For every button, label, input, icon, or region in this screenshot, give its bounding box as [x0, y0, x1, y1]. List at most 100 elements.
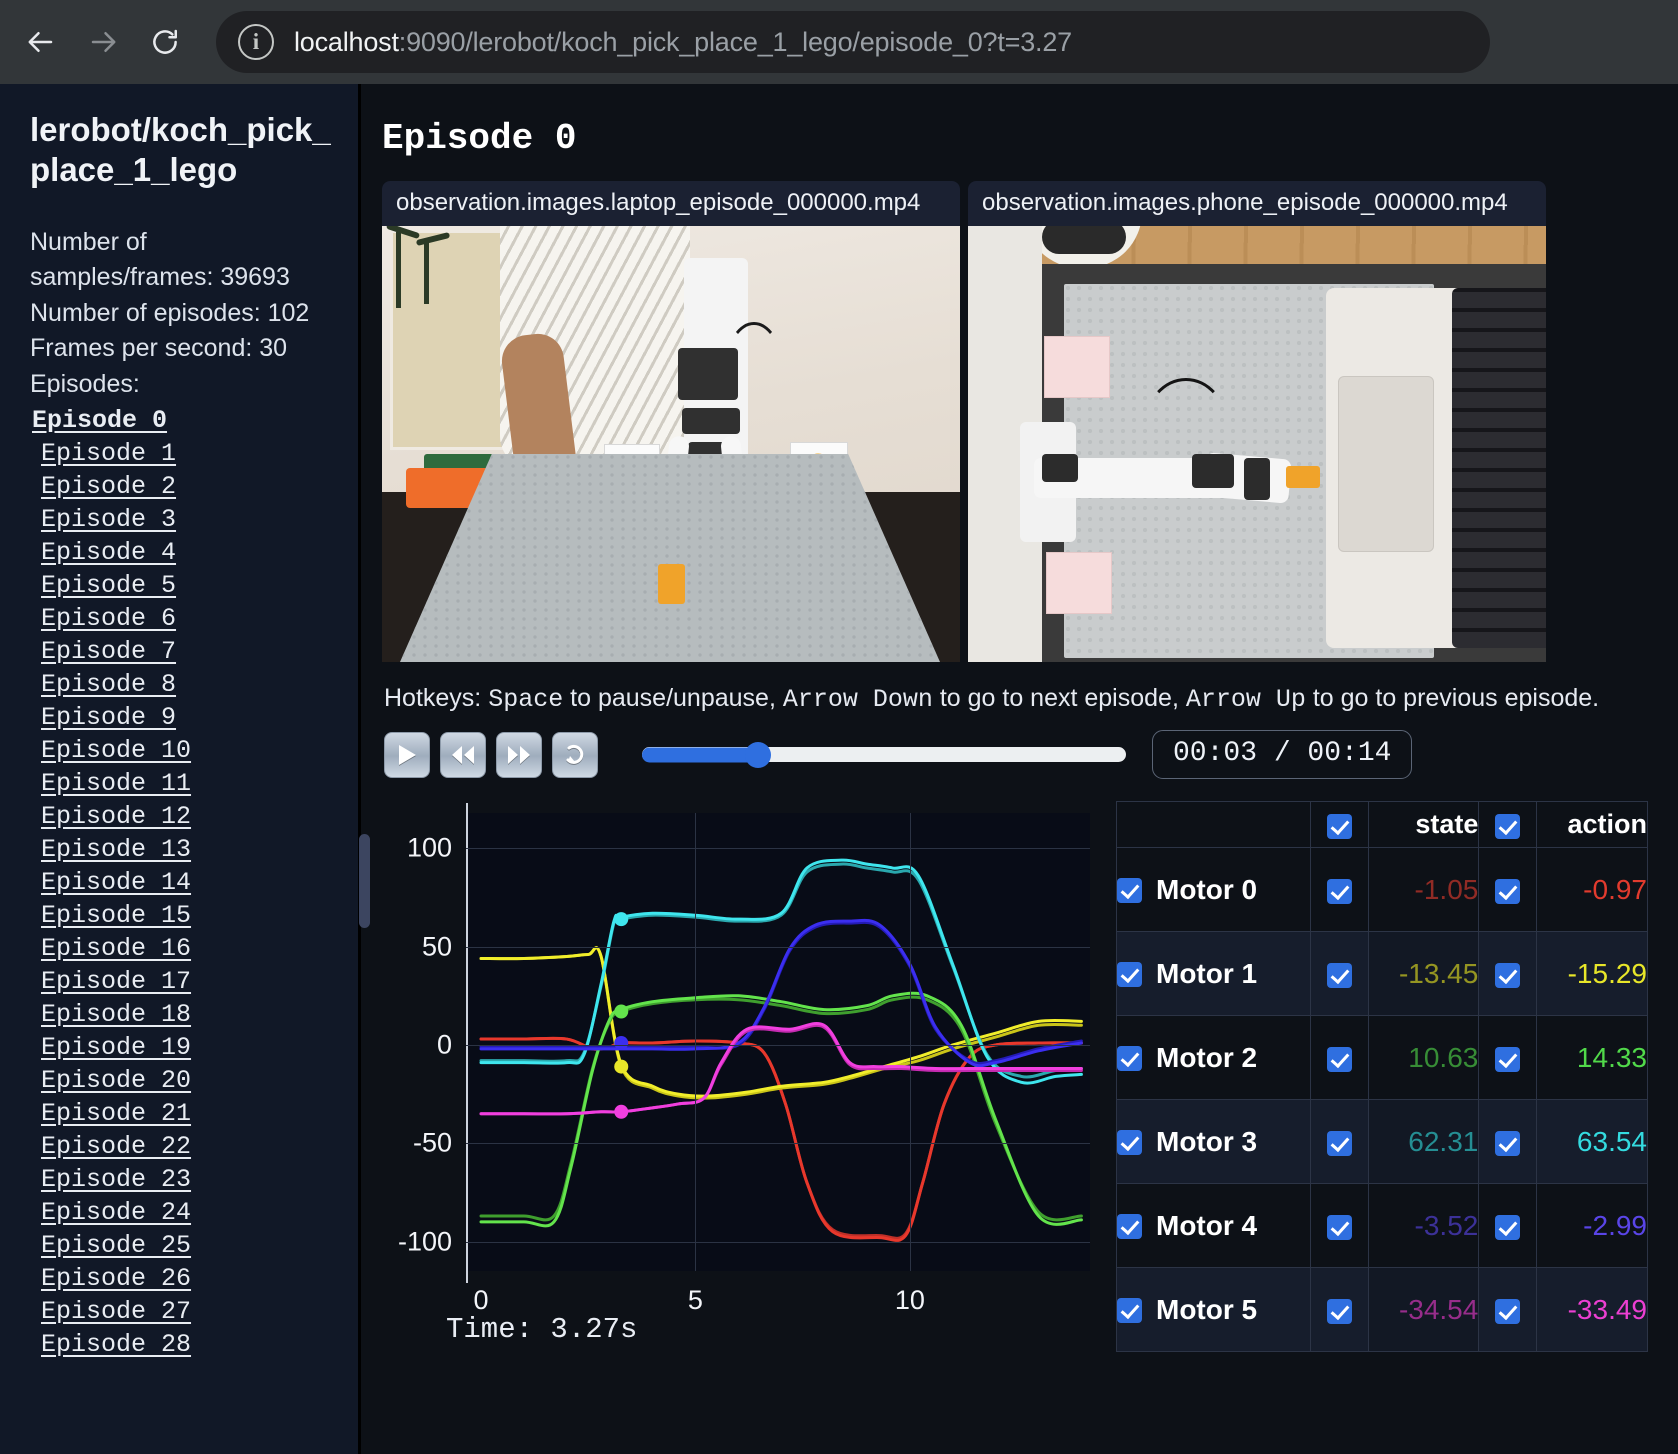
action-checkbox[interactable]	[1495, 1298, 1521, 1324]
chart-series-line	[479, 1021, 1083, 1116]
scene-arm-motor-c	[1244, 458, 1270, 500]
motor-row-checkbox[interactable]	[1117, 1297, 1142, 1323]
sidebar-divider	[358, 84, 361, 1454]
state-column-checkbox-cell[interactable]	[1309, 801, 1369, 848]
action-checkbox-cell[interactable]	[1478, 931, 1538, 1016]
sidebar-item-episode-4[interactable]: Episode 4	[41, 538, 177, 567]
action-checkbox-cell[interactable]	[1478, 1267, 1538, 1352]
episode-list: Episode 0 Episode 1 Episode 2 Episode 3 Epis…	[30, 404, 332, 1361]
sidebar-resize-handle[interactable]	[359, 834, 370, 928]
state-checkbox[interactable]	[1326, 1298, 1352, 1324]
sidebar-item-episode-24[interactable]: Episode 24	[41, 1198, 192, 1227]
action-checkbox-cell[interactable]	[1478, 1099, 1538, 1184]
seek-slider[interactable]	[642, 741, 1126, 768]
state-checkbox[interactable]	[1326, 878, 1352, 904]
state-column-checkbox[interactable]	[1326, 813, 1352, 839]
state-checkbox[interactable]	[1326, 962, 1352, 988]
action-checkbox-cell[interactable]	[1478, 1015, 1538, 1100]
state-checkbox-cell[interactable]	[1309, 847, 1369, 932]
list-item: Episode 12	[30, 800, 332, 833]
motor-row-checkbox[interactable]	[1117, 1129, 1142, 1155]
state-checkbox-cell[interactable]	[1309, 931, 1369, 1016]
chart-series-line	[479, 991, 1083, 1228]
state-checkbox-cell[interactable]	[1309, 1015, 1369, 1100]
motor-row-checkbox[interactable]	[1117, 1213, 1142, 1239]
list-item: Episode 8	[30, 668, 332, 701]
sidebar-item-episode-3[interactable]: Episode 3	[41, 505, 177, 534]
list-item: Episode 17	[30, 965, 332, 998]
motor-row-checkbox[interactable]	[1117, 877, 1142, 903]
action-checkbox-cell[interactable]	[1478, 847, 1538, 932]
loop-icon[interactable]	[552, 731, 598, 778]
sidebar-item-episode-18[interactable]: Episode 18	[41, 1000, 192, 1029]
sidebar-item-episode-13[interactable]: Episode 13	[41, 835, 192, 864]
seek-thumb[interactable]	[745, 741, 772, 768]
sidebar-item-episode-26[interactable]: Episode 26	[41, 1264, 192, 1293]
motor-row-checkbox[interactable]	[1117, 1045, 1142, 1071]
state-checkbox[interactable]	[1326, 1130, 1352, 1156]
sidebar-item-episode-8[interactable]: Episode 8	[41, 670, 177, 699]
sidebar-item-episode-0[interactable]: Episode 0	[32, 406, 168, 435]
action-checkbox-cell[interactable]	[1478, 1183, 1538, 1268]
sidebar-item-episode-1[interactable]: Episode 1	[41, 439, 177, 468]
action-checkbox[interactable]	[1495, 878, 1521, 904]
sidebar-item-episode-15[interactable]: Episode 15	[41, 901, 192, 930]
sidebar-item-episode-10[interactable]: Episode 10	[41, 736, 192, 765]
sidebar-item-episode-6[interactable]: Episode 6	[41, 604, 177, 633]
play-icon[interactable]	[384, 731, 430, 778]
motor-row-label-cell: Motor 1	[1116, 931, 1311, 1016]
sidebar-item-episode-19[interactable]: Episode 19	[41, 1033, 192, 1062]
action-checkbox[interactable]	[1495, 962, 1521, 988]
sidebar-item-episode-25[interactable]: Episode 25	[41, 1231, 192, 1260]
fast-forward-icon[interactable]	[496, 731, 542, 778]
action-checkbox[interactable]	[1495, 1214, 1521, 1240]
back-arrow-icon[interactable]	[18, 19, 64, 65]
state-checkbox-cell[interactable]	[1309, 1183, 1369, 1268]
state-value: -34.54	[1367, 1267, 1480, 1352]
chart-gridline-h	[466, 1044, 1090, 1046]
address-bar[interactable]: i localhost:9090/lerobot/koch_pick_place…	[216, 11, 1490, 73]
sidebar-item-episode-21[interactable]: Episode 21	[41, 1099, 192, 1128]
chart-plot-area[interactable]: -100 -50 0 50 100 0 5 10	[398, 803, 1090, 1315]
sidebar-item-episode-16[interactable]: Episode 16	[41, 934, 192, 963]
state-checkbox-cell[interactable]	[1309, 1267, 1369, 1352]
sidebar-item-episode-23[interactable]: Episode 23	[41, 1165, 192, 1194]
motor-row-checkbox[interactable]	[1117, 961, 1142, 987]
sidebar-item-episode-5[interactable]: Episode 5	[41, 571, 177, 600]
info-icon[interactable]: i	[238, 24, 274, 60]
action-checkbox[interactable]	[1495, 1130, 1521, 1156]
chart-cursor-point	[614, 1004, 629, 1019]
sidebar-item-episode-17[interactable]: Episode 17	[41, 967, 192, 996]
state-value: -13.45	[1367, 931, 1480, 1016]
sidebar-item-episode-9[interactable]: Episode 9	[41, 703, 177, 732]
chart-y-tick: 50	[421, 931, 452, 962]
reload-icon[interactable]	[142, 19, 188, 65]
chart-y-tick: -100	[397, 1226, 452, 1256]
hotkey-arrow-up: Arrow Up	[1185, 685, 1306, 714]
corner-cell	[1116, 801, 1311, 848]
sidebar-item-episode-14[interactable]: Episode 14	[41, 868, 192, 897]
scene-palm-trunk	[396, 232, 401, 308]
video-player-phone[interactable]	[968, 226, 1546, 662]
state-checkbox[interactable]	[1326, 1046, 1352, 1072]
chart-cursor-point	[614, 1104, 629, 1119]
sidebar-item-episode-20[interactable]: Episode 20	[41, 1066, 192, 1095]
sidebar-item-episode-27[interactable]: Episode 27	[41, 1297, 192, 1326]
sidebar-item-episode-11[interactable]: Episode 11	[41, 769, 192, 798]
state-checkbox[interactable]	[1326, 1214, 1352, 1240]
rewind-icon[interactable]	[440, 731, 486, 778]
forward-arrow-icon[interactable]	[80, 19, 126, 65]
sidebar-item-episode-2[interactable]: Episode 2	[41, 472, 177, 501]
sidebar-item-episode-12[interactable]: Episode 12	[41, 802, 192, 831]
state-checkbox-cell[interactable]	[1309, 1099, 1369, 1184]
video-player-laptop[interactable]: 🐼 🤗	[382, 226, 960, 662]
motor-table-body: Motor 0 -1.05 -0.97 Motor 1 -13.45 -15.29 Moto…	[1116, 847, 1648, 1352]
sidebar-item-episode-7[interactable]: Episode 7	[41, 637, 177, 666]
action-checkbox[interactable]	[1495, 1046, 1521, 1072]
action-column-checkbox-cell[interactable]	[1478, 801, 1538, 848]
scene-pcb	[424, 454, 494, 472]
action-column-checkbox[interactable]	[1495, 813, 1521, 839]
sidebar-item-episode-28[interactable]: Episode 28	[41, 1330, 192, 1359]
sidebar-item-episode-22[interactable]: Episode 22	[41, 1132, 192, 1161]
list-item: Episode 1	[30, 437, 332, 470]
